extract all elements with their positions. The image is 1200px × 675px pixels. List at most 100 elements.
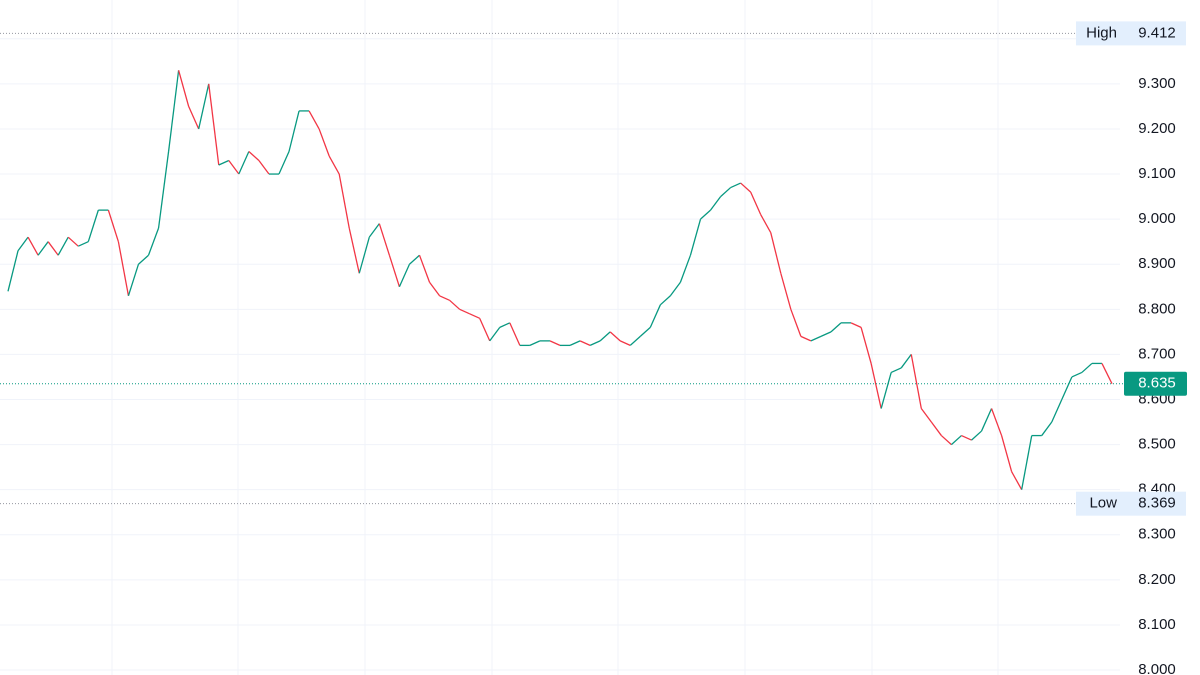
high-line-value: 9.412 — [1138, 24, 1176, 41]
price-segment — [378, 223, 391, 256]
price-segment — [509, 322, 521, 346]
last-price-box — [1124, 371, 1187, 396]
price-segment — [499, 322, 511, 328]
price-segment — [830, 322, 842, 333]
price-segment — [820, 331, 832, 337]
high-line-label: High — [1086, 24, 1117, 41]
price-segment — [740, 182, 752, 193]
price-segment — [87, 209, 99, 242]
price-segment — [790, 309, 802, 337]
price-segment — [900, 354, 912, 369]
price-segment — [950, 435, 962, 446]
y-tick-label: 8.100 — [1138, 616, 1176, 633]
price-segment — [107, 209, 120, 242]
price-segment — [810, 335, 822, 342]
price-segment — [920, 408, 932, 423]
price-segment — [218, 159, 230, 166]
price-segment — [1011, 471, 1023, 490]
price-segment — [418, 254, 431, 283]
price-segment — [248, 151, 260, 162]
price-segment — [1000, 435, 1013, 472]
price-segment — [258, 160, 270, 175]
price-segment — [529, 340, 541, 346]
price-segment — [167, 70, 180, 152]
price-segment — [288, 110, 300, 152]
price-segment — [37, 241, 49, 256]
price-segment — [177, 70, 190, 107]
price-segment — [17, 236, 29, 252]
price-segment — [368, 223, 380, 238]
price-segment — [689, 218, 702, 256]
low-line-label: Low — [1089, 495, 1117, 512]
price-segment — [228, 160, 240, 175]
price-segment — [649, 304, 661, 328]
y-tick-label: 9.100 — [1138, 165, 1176, 182]
price-segment — [77, 241, 89, 247]
price-segment — [589, 340, 601, 346]
price-segment — [208, 83, 220, 166]
price-segment — [1051, 399, 1063, 423]
price-segment — [459, 308, 470, 315]
low-line-value: 8.369 — [1138, 495, 1176, 512]
price-segment — [549, 340, 561, 346]
price-segment — [67, 236, 79, 247]
price-segment — [489, 326, 501, 342]
price-segment — [619, 340, 631, 346]
price-segment — [479, 318, 491, 342]
price-segment — [1021, 435, 1033, 490]
y-tick-label: 8.000 — [1138, 661, 1176, 675]
price-segment — [1061, 376, 1073, 400]
price-segment — [147, 227, 160, 256]
price-segment — [579, 340, 591, 346]
price-segment — [659, 295, 671, 306]
price-segment — [27, 236, 39, 256]
y-tick-label: 8.200 — [1138, 571, 1176, 588]
price-segment — [57, 236, 69, 256]
price-segment — [961, 434, 972, 441]
price-segment — [910, 354, 922, 409]
vertical-grid — [111, 0, 999, 675]
price-segment — [308, 110, 320, 130]
price-segment — [800, 335, 812, 342]
price-segment — [860, 327, 872, 364]
price-segment — [1041, 421, 1053, 436]
price-segment — [328, 155, 340, 175]
price-segment — [720, 187, 732, 198]
price-segment — [700, 209, 711, 220]
price-segment — [198, 83, 210, 130]
y-tick-label: 8.900 — [1138, 255, 1176, 272]
high-line-box — [1076, 21, 1186, 46]
price-segment — [388, 255, 401, 287]
price-segment — [669, 281, 681, 297]
price-segment — [409, 254, 420, 265]
price-segment — [348, 228, 360, 274]
price-segment — [609, 331, 621, 342]
low-line-box — [1076, 491, 1186, 516]
price-segment — [278, 151, 290, 175]
price-segment — [127, 264, 140, 296]
y-tick-label: 8.700 — [1138, 345, 1176, 362]
price-segment — [880, 372, 892, 409]
price-segment — [971, 430, 982, 441]
price-segment — [760, 214, 772, 233]
price-segment — [439, 295, 450, 301]
price-segment — [7, 250, 19, 292]
price-segment — [750, 191, 762, 215]
price-segment — [1101, 363, 1113, 385]
price-segment — [469, 313, 480, 319]
price-segment — [980, 408, 993, 432]
price-segment — [940, 435, 952, 446]
last-price-value: 8.635 — [1138, 375, 1176, 392]
price-segment — [449, 299, 461, 310]
y-tick-label: 9.000 — [1138, 210, 1176, 227]
price-segment — [850, 322, 862, 328]
price-segment — [599, 331, 611, 342]
price-segment — [47, 241, 59, 256]
price-segment — [238, 151, 250, 175]
price-segment — [398, 263, 411, 288]
price-segment — [770, 232, 782, 274]
price-segment — [429, 281, 441, 297]
price-segment — [1071, 371, 1083, 378]
price-segment — [318, 128, 330, 157]
